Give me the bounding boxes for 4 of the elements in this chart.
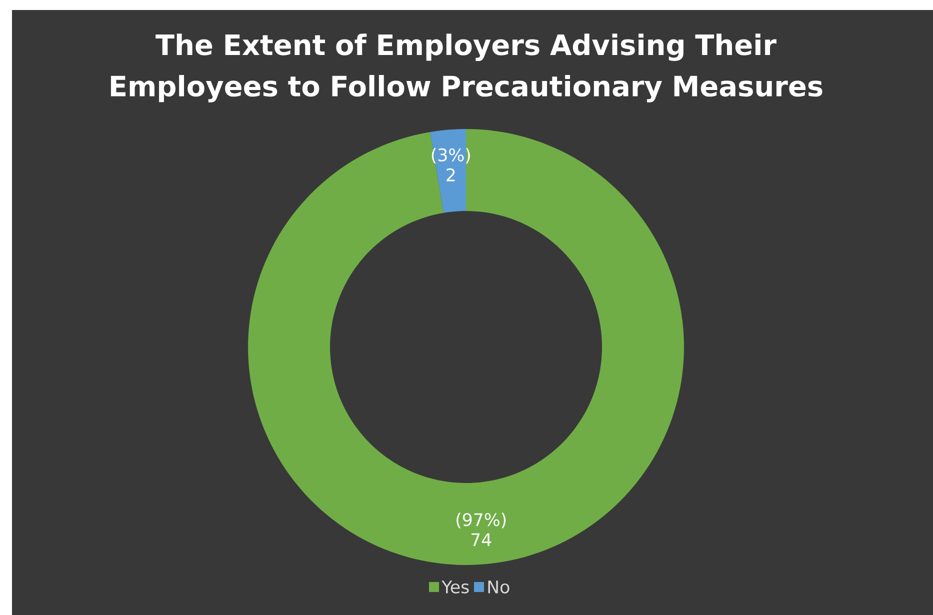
data-label: (97%) 74 <box>456 512 506 546</box>
legend-label: No <box>488 580 510 594</box>
chart-title: The Extent of Employers Advising Their Employees to Follow Precautionary Measures <box>110 34 822 102</box>
legend-label: Yes <box>442 580 469 594</box>
